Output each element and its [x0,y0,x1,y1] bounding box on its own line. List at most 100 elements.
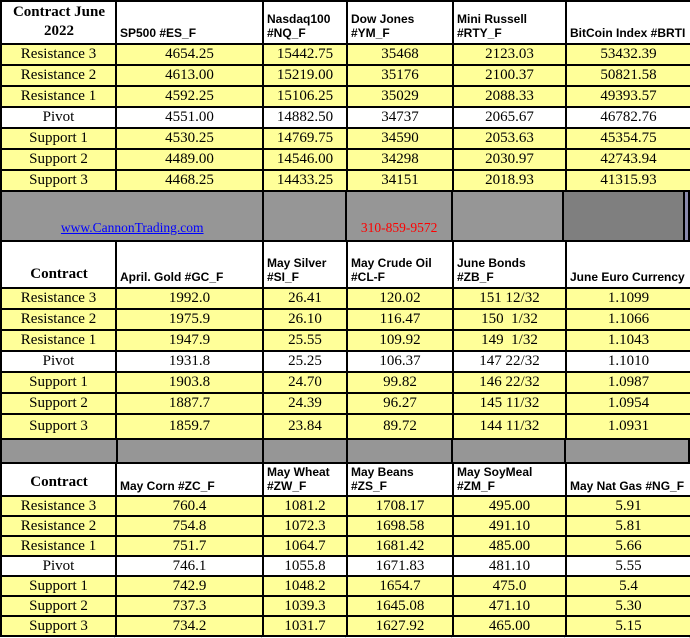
value-cell: 4654.25 [115,42,264,66]
band-dark-cell [561,191,684,240]
row-label: Resistance 1 [0,84,117,108]
band-empty-cell [116,439,263,462]
value-cell: 147 22/32 [452,349,567,373]
value-cell: 46782.76 [565,105,690,129]
table-row: Resistance 3 4654.25 15442.75 35468 2123.03 5… [0,42,690,66]
value-cell: 4551.00 [115,105,264,129]
column-header: May Nat Gas #NG_F [565,461,690,497]
row-label: Resistance 1 [0,328,117,352]
column-header: June Bonds #ZB_F [452,239,567,289]
value-cell: 1072.3 [262,514,348,537]
value-cell: 1.1010 [565,349,690,373]
value-cell: 96.27 [346,391,454,415]
value-cell: 109.92 [346,328,454,352]
value-cell: 471.10 [452,594,567,617]
row-label: Resistance 3 [0,286,117,310]
value-cell: 106.37 [346,349,454,373]
value-cell: 14882.50 [262,105,348,129]
gridline-cell [452,636,565,638]
value-cell: 50821.58 [565,63,690,87]
value-cell: 737.3 [115,594,264,617]
value-cell: 23.84 [262,412,348,440]
value-cell: 34298 [346,147,454,171]
value-cell: 144 11/32 [452,412,567,440]
band-empty-cell [451,439,564,462]
value-cell: 1.0954 [565,391,690,415]
value-cell: 465.00 [452,614,567,637]
table-row: Pivot 746.1 1055.8 1671.83 481.10 5.55 [0,554,690,577]
value-cell: 14433.25 [262,168,348,192]
table-row: Support 1 1903.8 24.70 99.82 146 22/32 1.0987 [0,370,690,394]
value-cell: 146 22/32 [452,370,567,394]
value-cell: 4592.25 [115,84,264,108]
column-header: May Crude Oil #CL-F [346,239,454,289]
value-cell: 26.41 [262,286,348,310]
value-cell: 25.55 [262,328,348,352]
value-cell: 116.47 [346,307,454,331]
value-cell: 475.0 [452,574,567,597]
section-corner-label: Contract [0,239,117,289]
column-header: Nasdaq100 #NQ_F [262,0,348,45]
phone-cell: 310-859-9572 [344,191,452,240]
gridline-cell [262,636,346,638]
column-header: May Corn #ZC_F [115,461,264,497]
value-cell: 1645.08 [346,594,454,617]
value-cell: 5.81 [565,514,690,537]
row-label: Resistance 1 [0,534,117,557]
table-row: Resistance 1 751.7 1064.7 1681.42 485.00 5.66 [0,534,690,557]
column-header: May Wheat #ZW_F [262,461,348,497]
value-cell: 5.66 [565,534,690,557]
value-cell: 145 11/32 [452,391,567,415]
value-cell: 1.0931 [565,412,690,440]
value-cell: 1064.7 [262,534,348,557]
table-row: Pivot 4551.00 14882.50 34737 2065.67 46782.76 [0,105,690,129]
value-cell: 2123.03 [452,42,567,66]
row-label: Resistance 3 [0,494,117,517]
row-label: Support 1 [0,574,117,597]
value-cell: 5.15 [565,614,690,637]
row-label: Support 3 [0,412,117,440]
value-cell: 746.1 [115,554,264,577]
gridline-cell [0,636,115,638]
table-row: Resistance 2 754.8 1072.3 1698.58 491.10 5.81 [0,514,690,537]
row-label: Resistance 3 [0,42,117,66]
value-cell: 1992.0 [115,286,264,310]
value-cell: 53432.39 [565,42,690,66]
phone-number: 310-859-9572 [360,219,438,235]
row-label: Support 3 [0,168,117,192]
value-cell: 149 1/32 [452,328,567,352]
value-cell: 2018.93 [452,168,567,192]
value-cell: 1671.83 [346,554,454,577]
table-row: Support 1 4530.25 14769.75 34590 2053.63 4535… [0,126,690,150]
value-cell: 1.0987 [565,370,690,394]
value-cell: 15219.00 [262,63,348,87]
value-cell: 1887.7 [115,391,264,415]
table-row: Support 3 4468.25 14433.25 34151 2018.93 4131… [0,168,690,192]
value-cell: 15106.25 [262,84,348,108]
value-cell: 5.4 [565,574,690,597]
band-empty-cell [262,191,345,240]
value-cell: 495.00 [452,494,567,517]
value-cell: 1708.17 [346,494,454,517]
row-label: Pivot [0,554,117,577]
column-header: SP500 #ES_F [115,0,264,45]
divider-band [0,439,690,462]
column-header: Dow Jones #YM_F [346,0,454,45]
metals-energy-bonds-table: Contract April. Gold #GC_F May Silver #SI_… [0,239,690,440]
index-futures-table: Contract June 2022 SP500 #ES_F Nasdaq100 #… [0,0,690,192]
column-header: Mini Russell #RTY_F [452,0,567,45]
row-label: Pivot [0,349,117,373]
table-row: Support 2 1887.7 24.39 96.27 145 11/32 1.0954 [0,391,690,415]
value-cell: 35468 [346,42,454,66]
value-cell: 1975.9 [115,307,264,331]
value-cell: 751.7 [115,534,264,557]
website-link[interactable]: www.CannonTrading.com [60,219,204,235]
value-cell: 2053.63 [452,126,567,150]
value-cell: 742.9 [115,574,264,597]
table-row: Resistance 3 760.4 1081.2 1708.17 495.00 5.91 [0,494,690,517]
value-cell: 35176 [346,63,454,87]
table-row: Support 3 734.2 1031.7 1627.92 465.00 5.15 [0,614,690,637]
table-row: Support 2 4489.00 14546.00 34298 2030.97 4274… [0,147,690,171]
value-cell: 5.91 [565,494,690,517]
